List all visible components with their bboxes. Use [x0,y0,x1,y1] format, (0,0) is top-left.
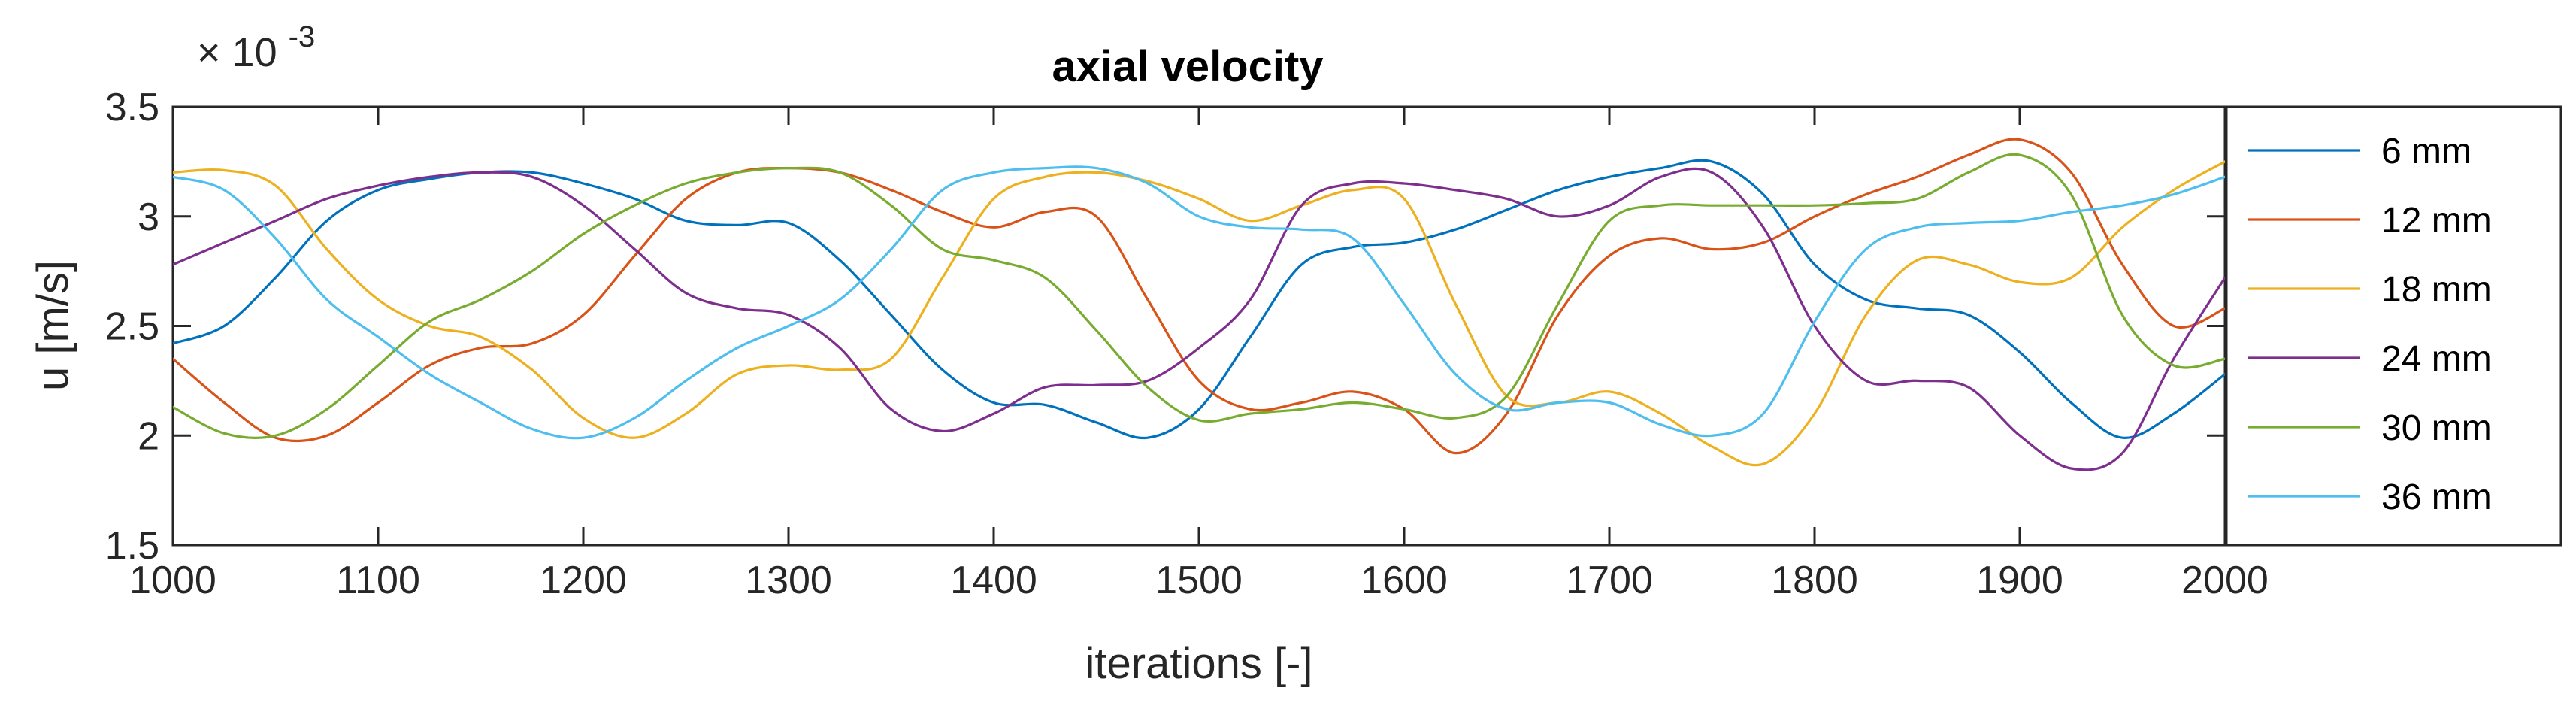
series-line-18-mm [173,160,2225,467]
x-tick-label: 1900 [1976,559,2063,602]
chart-title: axial velocity [1052,42,1323,91]
legend: 6 mm 12 mm 18 mm 24 mm 30 mm 36 mm [2248,132,2492,517]
y-tick-label: 2.5 [105,305,159,349]
series-line-12-mm [173,138,2225,455]
series-line-6-mm [173,159,2225,440]
x-tick-label: 1700 [1566,559,1653,602]
y-axis-label: u [m/s] [29,260,77,391]
legend-box [2225,105,2562,547]
legend-label: 6 mm [2381,132,2472,171]
legend-label: 36 mm [2381,477,2492,517]
legend-entry-30-mm: 30 mm [2248,408,2492,448]
x-tick-label: 2000 [2181,559,2269,602]
legend-entry-18-mm: 18 mm [2248,270,2492,310]
series-layer [173,138,2225,471]
series-line-36-mm [173,165,2225,440]
series-line-24-mm [173,167,2225,471]
legend-label: 18 mm [2381,270,2492,310]
x-tick-label: 1000 [129,559,216,602]
legend-label: 12 mm [2381,201,2492,241]
legend-label: 24 mm [2381,339,2492,379]
x-tick-label: 1300 [745,559,832,602]
series-line-30-mm [173,153,2225,439]
legend-label: 30 mm [2381,408,2492,448]
x-axis-label: iterations [-] [1085,639,1313,688]
x-tick-label: 1600 [1361,559,1448,602]
x-tick-label: 1200 [540,559,627,602]
y-tick-label: 2 [138,414,159,458]
x-tick-label: 1800 [1771,559,1858,602]
x-tick-label: 1100 [336,559,420,602]
y-tick-label: 3.5 [105,86,159,129]
legend-entry-36-mm: 36 mm [2248,477,2492,517]
y-tick-label: 3 [138,195,159,239]
y-multiplier-base: × 10 [197,30,277,75]
y-tick-label: 1.5 [105,524,159,568]
x-tick-label: 1400 [950,559,1037,602]
legend-entry-24-mm: 24 mm [2248,339,2492,379]
legend-entry-12-mm: 12 mm [2248,201,2492,241]
y-multiplier-exponent: -3 [289,20,316,53]
x-tick-label: 1500 [1155,559,1243,602]
y-axis-multiplier: × 10 -3 [197,20,315,75]
ticks-layer: 1000 1100 1200 1300 1400 1500 1600 1700 1800 1900… [105,86,2269,602]
legend-entry-6-mm: 6 mm [2248,132,2472,171]
